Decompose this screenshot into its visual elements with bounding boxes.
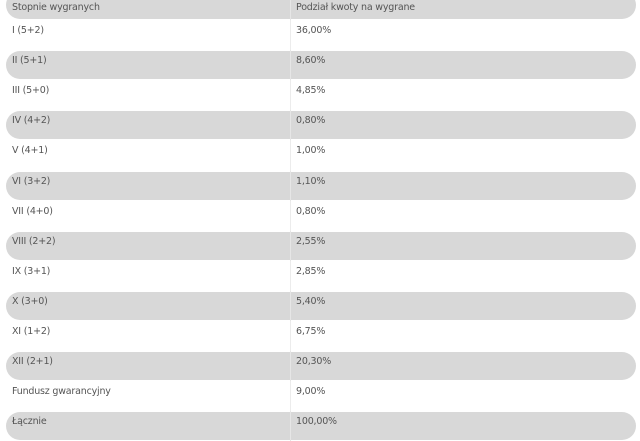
- prize-tier-cell: X (3+0): [12, 295, 48, 307]
- column-divider: [290, 110, 291, 141]
- row-background: [6, 291, 636, 321]
- row-background: [6, 171, 636, 200]
- column-divider: [290, 290, 291, 322]
- share-cell: 2,85%: [296, 265, 326, 277]
- row-background: [6, 352, 636, 381]
- column-divider: [290, 50, 291, 81]
- prize-tier-cell: VI (3+2): [12, 175, 51, 187]
- share-cell: 20,30%: [296, 356, 332, 368]
- prize-tier-cell: III (5+0): [12, 85, 50, 97]
- share-cell: 0,80%: [296, 115, 326, 127]
- prize-tier-cell: XI (1+2): [12, 326, 51, 338]
- share-cell: 5,40%: [296, 295, 326, 307]
- column-divider: [290, 260, 291, 291]
- share-cell: 8,60%: [296, 55, 326, 67]
- prize-tier-cell: IX (3+1): [12, 265, 51, 277]
- share-cell: 100,00%: [296, 416, 337, 428]
- row-background: [6, 51, 636, 80]
- prize-tier-cell: Łącznie: [12, 416, 47, 428]
- column-divider: [290, 0, 291, 21]
- table-row: XI (1+2) 6,75%: [6, 321, 636, 352]
- share-cell: 2,55%: [296, 235, 326, 247]
- share-cell: 6,75%: [296, 326, 326, 338]
- prize-tier-cell: V (4+1): [12, 145, 48, 157]
- table-row: VIII (2+2) 2,55%: [6, 230, 636, 261]
- column-divider: [290, 200, 291, 231]
- column-divider: [290, 381, 291, 412]
- table-row: VII (4+0) 0,80%: [6, 200, 636, 231]
- table-row: Fundusz gwarancyjny 9,00%: [6, 381, 636, 412]
- prize-tier-cell: VII (4+0): [12, 205, 53, 217]
- share-cell: 1,10%: [296, 175, 326, 187]
- column-divider: [290, 351, 291, 382]
- prize-tier-cell: Fundusz gwarancyjny: [12, 386, 111, 398]
- table-row: X (3+0) 5,40%: [6, 290, 636, 322]
- share-cell: 0,80%: [296, 205, 326, 217]
- prize-tier-cell: IV (4+2): [12, 115, 51, 127]
- prize-tier-cell: II (5+1): [12, 55, 47, 67]
- table-row: II (5+1) 8,60%: [6, 50, 636, 81]
- column-divider: [290, 321, 291, 352]
- column-divider: [290, 80, 291, 111]
- column-divider: [290, 170, 291, 201]
- table-header-row: Stopnie wygranych Podział kwoty na wygra…: [6, 0, 636, 21]
- share-cell: 4,85%: [296, 85, 326, 97]
- prize-tier-cell: I (5+2): [12, 25, 44, 37]
- row-background: [6, 231, 636, 260]
- column-divider: [290, 411, 291, 441]
- prize-distribution-table: Stopnie wygranych Podział kwoty na wygra…: [6, 0, 636, 441]
- table-row: IV (4+2) 0,80%: [6, 110, 636, 141]
- table-row: III (5+0) 4,85%: [6, 80, 636, 111]
- table-row: V (4+1) 1,00%: [6, 140, 636, 171]
- row-background: [6, 111, 636, 140]
- column-divider: [290, 20, 291, 51]
- share-cell: 36,00%: [296, 25, 332, 37]
- prize-tier-cell: VIII (2+2): [12, 235, 56, 247]
- prize-tier-cell: XII (2+1): [12, 356, 53, 368]
- table-row: I (5+2) 36,00%: [6, 20, 636, 51]
- header-share: Podział kwoty na wygrane: [296, 2, 415, 13]
- share-cell: 9,00%: [296, 386, 326, 398]
- table-row: VI (3+2) 1,10%: [6, 170, 636, 201]
- column-divider: [290, 140, 291, 171]
- table-row: XII (2+1) 20,30%: [6, 351, 636, 382]
- table-row: Łącznie 100,00%: [6, 411, 636, 441]
- share-cell: 1,00%: [296, 145, 326, 157]
- row-background: [6, 0, 636, 20]
- header-prize-tier: Stopnie wygranych: [12, 2, 100, 13]
- column-divider: [290, 230, 291, 261]
- table-row: IX (3+1) 2,85%: [6, 260, 636, 291]
